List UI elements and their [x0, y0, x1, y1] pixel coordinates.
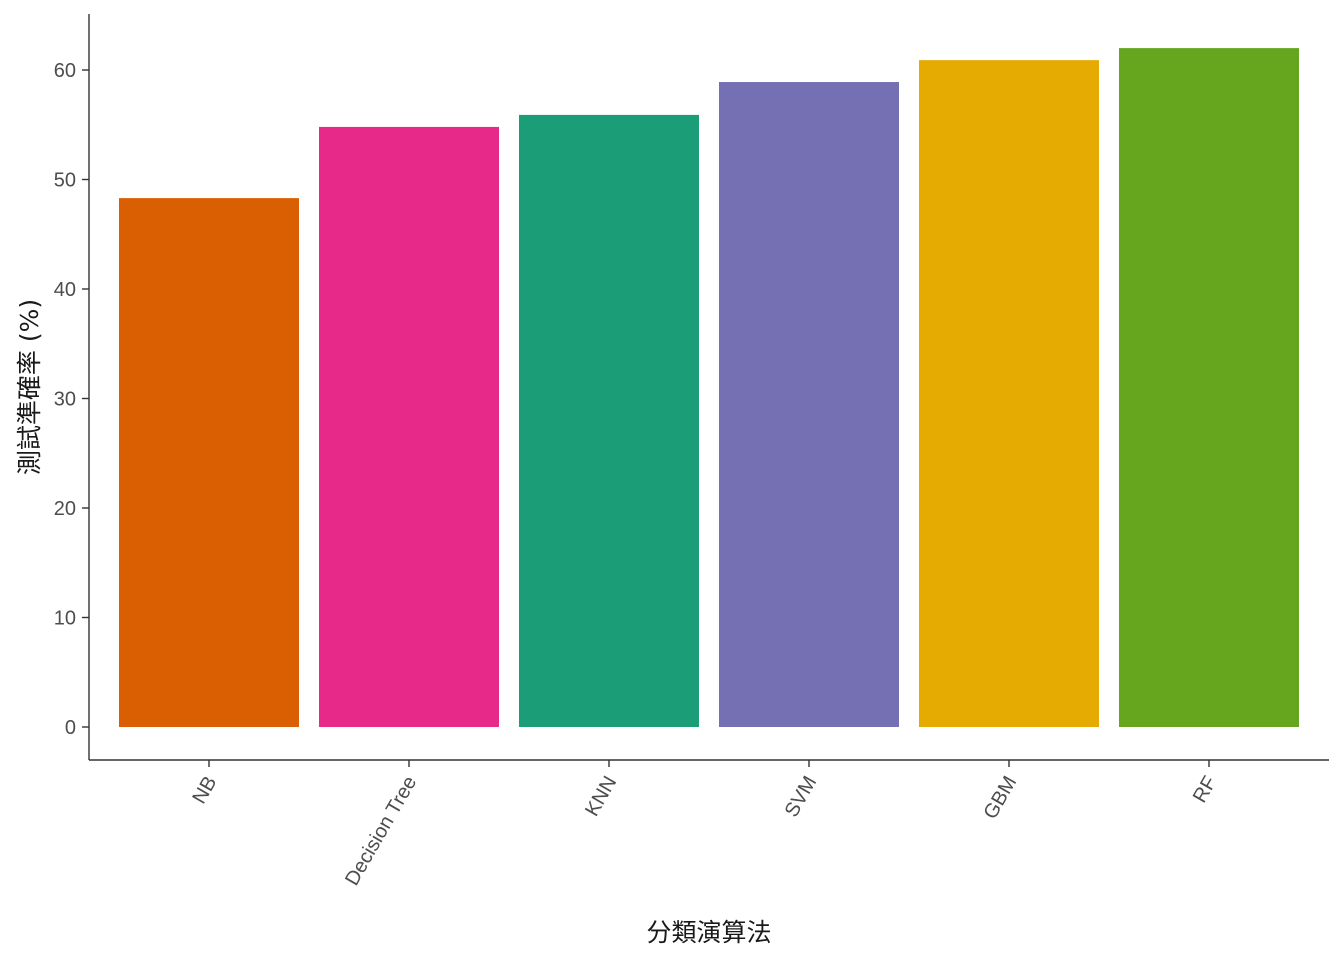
y-tick-label: 10 [54, 608, 76, 630]
x-tick-label: SVM [781, 773, 822, 822]
bar-knn [519, 114, 699, 727]
x-tick-label: Decision Tree [341, 773, 421, 890]
y-tick-label: 0 [65, 717, 76, 739]
y-axis-title: 測試準確率 (%) [15, 299, 44, 475]
x-tick-label: GBM [979, 773, 1021, 823]
x-tick-label: RF [1189, 773, 1221, 807]
x-axis-title: 分類演算法 [646, 918, 771, 947]
y-tick-label: 60 [54, 60, 76, 82]
bar-svm [719, 82, 899, 728]
bar-nb [119, 198, 299, 728]
bar-gbm [919, 60, 1099, 727]
bar-rf [1119, 48, 1299, 728]
bars-group [119, 48, 1299, 728]
bar-decision-tree [319, 126, 499, 727]
y-tick-label: 20 [54, 498, 76, 520]
y-tick-label: 40 [54, 279, 76, 301]
x-axis: NB Decision Tree KNN SVM GBM RF [89, 759, 1329, 890]
x-tick-label: KNN [581, 773, 621, 821]
y-axis: 0 10 20 30 40 50 60 [54, 14, 90, 760]
x-tick-label: NB [188, 773, 221, 808]
y-tick-label: 50 [54, 170, 76, 192]
y-tick-label: 30 [54, 389, 76, 411]
